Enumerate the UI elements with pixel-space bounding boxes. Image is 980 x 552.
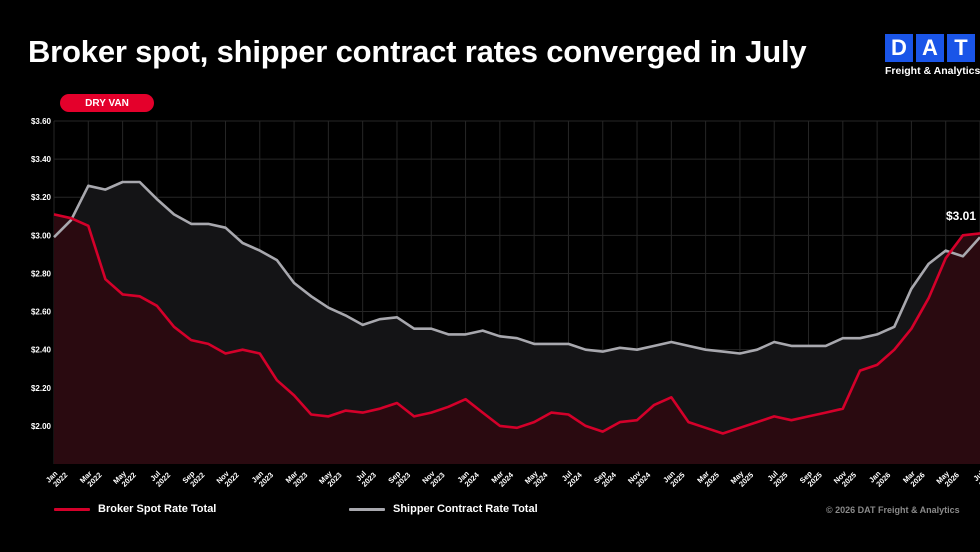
x-tick-label: May2023: [317, 465, 344, 492]
legend-swatch-contract: [349, 507, 385, 511]
y-tick-label: $3.40: [31, 155, 52, 164]
y-tick-label: $2.60: [31, 308, 52, 317]
x-tick-label: Nov2025: [832, 465, 858, 491]
y-tick-label: $3.20: [31, 193, 52, 202]
x-tick-label: Nov2024: [626, 464, 653, 491]
x-tick-label: Jul2022: [148, 465, 172, 489]
x-tick-label: May2024: [523, 464, 550, 491]
x-tick-label: Jan2026: [867, 465, 892, 490]
x-tick-label: Mar2022: [78, 465, 104, 491]
legend-item-contract: Shipper Contract Rate Total: [349, 503, 538, 515]
x-tick-label: Jul2025: [766, 465, 790, 489]
x-tick-label: Jul2026: [971, 465, 980, 489]
x-tick-label: Nov2023: [420, 465, 446, 491]
x-tick-label: Jan2024: [455, 464, 481, 490]
dat-logo: D A T Freight & Analytics: [885, 34, 980, 77]
legend-swatch-spot: [54, 507, 90, 511]
x-tick-label: Jan2022: [44, 465, 69, 490]
x-tick-label: Jan2025: [661, 465, 686, 490]
dry-van-badge: DRY VAN: [60, 94, 154, 112]
x-tick-label: Jan2023: [250, 465, 275, 490]
copyright-text: © 2026 DAT Freight & Analytics: [826, 505, 960, 515]
legend-label-contract: Shipper Contract Rate Total: [393, 503, 538, 515]
legend-label-spot: Broker Spot Rate Total: [98, 503, 217, 515]
x-tick-label: Jul2023: [354, 465, 378, 489]
y-tick-label: $2.20: [31, 384, 52, 393]
x-tick-label: Sep2022: [181, 465, 207, 491]
logo-letter-t: T: [947, 34, 975, 62]
x-tick-label: May2026: [934, 465, 961, 492]
spot-area: [54, 214, 980, 464]
contract-line: [53, 180, 980, 355]
last-value-label: $3.01: [946, 209, 976, 223]
logo-letter-a: A: [916, 34, 944, 62]
logo-letters: D A T: [885, 34, 980, 62]
x-tick-label: Mar2025: [695, 465, 721, 491]
spot-line: [53, 213, 980, 435]
x-tick-label: Sep2025: [798, 465, 824, 491]
logo-tagline: Freight & Analytics: [885, 65, 980, 77]
y-tick-label: $2.80: [31, 269, 52, 278]
y-tick-label: $3.00: [31, 231, 52, 240]
x-tick-label: May2025: [729, 465, 756, 492]
x-tick-label: Mar2026: [901, 465, 927, 491]
legend-item-spot: Broker Spot Rate Total: [54, 503, 216, 515]
x-tick-label: Mar2024: [489, 464, 515, 490]
y-tick-label: $2.40: [31, 346, 52, 355]
x-tick-label: Sep2024: [592, 464, 619, 491]
x-tick-label: May2022: [111, 465, 138, 492]
y-tick-label: $3.60: [31, 117, 52, 126]
chart-title: Broker spot, shipper contract rates conv…: [28, 34, 807, 69]
x-tick-label: Sep2023: [386, 465, 412, 491]
x-tick-label: Nov2022: [215, 465, 241, 491]
y-tick-label: $2.00: [31, 422, 52, 431]
x-tick-label: Jul2024: [560, 464, 585, 489]
logo-letter-d: D: [885, 34, 913, 62]
x-tick-label: Mar2023: [284, 465, 310, 491]
